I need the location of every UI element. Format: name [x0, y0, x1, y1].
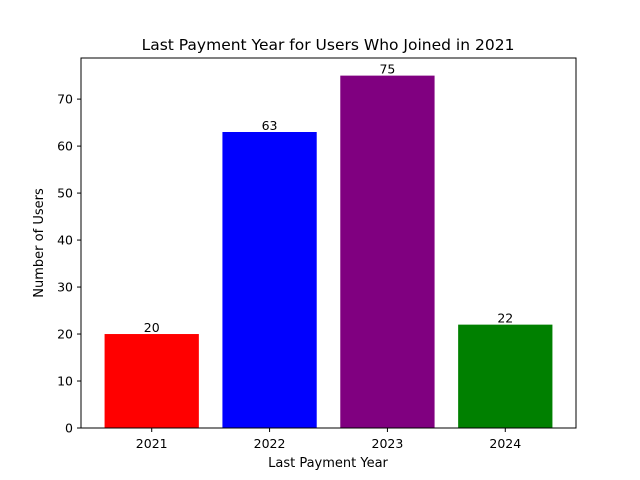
y-tick-label-0: 0: [65, 421, 73, 436]
chart-title: Last Payment Year for Users Who Joined i…: [142, 36, 515, 54]
y-axis-label: Number of Users: [32, 188, 47, 298]
y-tick-label-40: 40: [57, 233, 73, 248]
y-tick-label-30: 30: [57, 280, 73, 295]
data-label-2024: 22: [497, 311, 513, 326]
plot-frame: [80, 57, 577, 429]
x-axis-label: Last Payment Year: [268, 456, 388, 471]
bar-2021: [104, 334, 199, 428]
x-tick-label-2024: 2024: [489, 436, 521, 451]
x-tick-label-2022: 2022: [254, 436, 286, 451]
y-tick-label-20: 20: [57, 327, 73, 342]
data-label-2023: 75: [379, 62, 395, 77]
bar-2024: [458, 324, 553, 428]
x-tick-label-2023: 2023: [372, 436, 404, 451]
data-label-2022: 63: [262, 118, 278, 133]
y-axis-ticks: 0 10 20 30 40 50 60 70: [57, 92, 81, 436]
data-labels-group: 20 63 75 22: [144, 62, 513, 335]
y-tick-label-50: 50: [57, 186, 73, 201]
bar-2023: [340, 75, 435, 428]
x-axis-ticks: 2021 2022 2023 2024: [136, 428, 521, 451]
data-label-2021: 20: [144, 320, 160, 335]
x-tick-label-2021: 2021: [136, 436, 168, 451]
bars-group: [104, 75, 553, 428]
y-tick-label-60: 60: [57, 139, 73, 154]
y-tick-label-70: 70: [57, 92, 73, 107]
bar-2022: [222, 132, 317, 428]
y-tick-label-10: 10: [57, 374, 73, 389]
